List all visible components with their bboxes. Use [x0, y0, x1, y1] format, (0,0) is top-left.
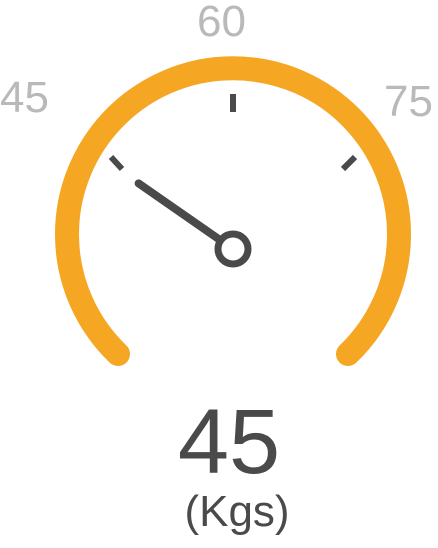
needle-hub [214, 230, 252, 268]
gauge-value: 45 [177, 391, 281, 493]
gauge-unit: (Kgs) [184, 487, 290, 536]
tick-min [108, 154, 125, 172]
label-min: 45 [0, 73, 49, 122]
needle [134, 179, 237, 253]
label-max: 75 [384, 77, 433, 126]
tick-max [340, 154, 358, 172]
label-mid: 60 [197, 0, 246, 46]
gauge-arc [55, 56, 411, 366]
